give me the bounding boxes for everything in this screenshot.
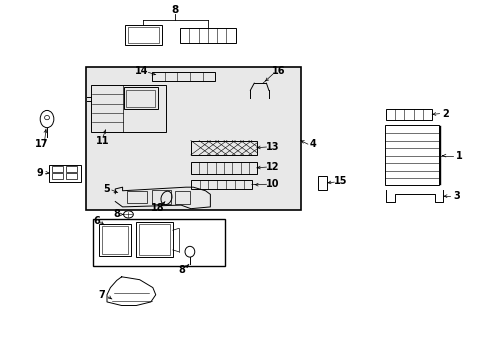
Text: 8: 8 [113, 210, 120, 220]
Bar [52, 166, 63, 172]
Bar [317, 176, 327, 190]
Bar [384, 126, 438, 185]
Bar [86, 67, 300, 211]
Bar [99, 224, 131, 256]
Bar [49, 165, 81, 182]
Bar [136, 222, 172, 257]
Bar [128, 27, 158, 42]
Bar [65, 173, 77, 179]
Bar [152, 190, 171, 204]
Text: 12: 12 [265, 162, 279, 172]
Bar [125, 25, 161, 45]
Bar [152, 72, 215, 81]
Text: 8: 8 [171, 5, 179, 15]
Text: 6: 6 [93, 216, 100, 226]
Text: 2: 2 [441, 109, 448, 119]
Bar [52, 173, 63, 179]
Text: 10: 10 [265, 179, 279, 189]
Bar [180, 28, 236, 42]
Text: 16: 16 [271, 66, 285, 76]
Bar [65, 166, 77, 172]
Bar [126, 90, 155, 107]
Text: 11: 11 [96, 136, 110, 145]
Text: 4: 4 [309, 139, 316, 149]
Bar [127, 191, 147, 203]
Text: 15: 15 [334, 176, 347, 186]
Bar [91, 85, 166, 132]
Bar [139, 225, 169, 255]
Text: 17: 17 [35, 139, 49, 149]
Bar [175, 191, 189, 204]
Text: 5: 5 [103, 184, 110, 194]
Bar [190, 180, 251, 189]
Bar [190, 162, 256, 174]
Bar [123, 87, 158, 109]
Bar [93, 220, 224, 266]
Text: 18: 18 [151, 203, 164, 213]
Text: 8: 8 [178, 265, 185, 275]
Text: 9: 9 [36, 168, 43, 178]
Text: 14: 14 [135, 66, 148, 76]
Text: 3: 3 [452, 191, 459, 201]
Bar [102, 226, 128, 254]
Text: 7: 7 [99, 290, 105, 300]
Bar [190, 140, 256, 155]
Bar [385, 109, 431, 120]
Text: 13: 13 [265, 142, 279, 152]
Text: 1: 1 [455, 150, 462, 161]
